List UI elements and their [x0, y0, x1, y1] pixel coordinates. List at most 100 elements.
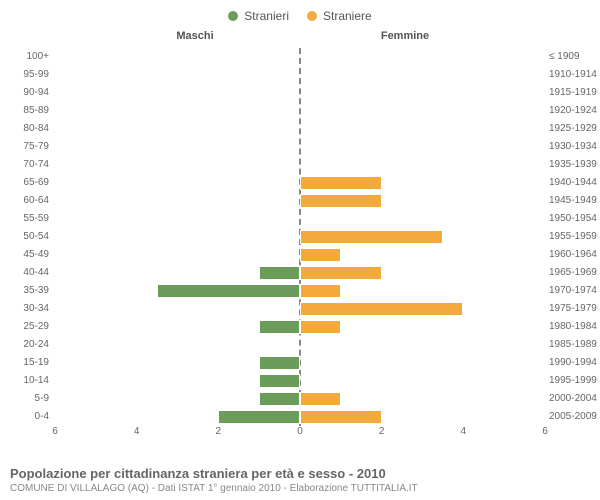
y-label-age: 25-29: [0, 318, 52, 336]
bar-row: [55, 102, 545, 120]
y-label-age: 85-89: [0, 102, 52, 120]
bar-male: [259, 320, 300, 334]
legend-swatch-female: [307, 11, 317, 21]
y-label-birth: 1965-1969: [546, 264, 600, 282]
footer-title: Popolazione per cittadinanza straniera p…: [10, 466, 590, 481]
bar-male: [259, 356, 300, 370]
bar-female: [300, 410, 382, 424]
bar-row: [55, 48, 545, 66]
y-label-birth: 2005-2009: [546, 408, 600, 426]
y-label-age: 20-24: [0, 336, 52, 354]
bar-male: [218, 410, 300, 424]
bar-male: [259, 374, 300, 388]
bar-female: [300, 320, 341, 334]
column-title-female: Femmine: [330, 30, 480, 42]
y-label-age: 90-94: [0, 84, 52, 102]
y-label-age: 30-34: [0, 300, 52, 318]
y-label-age: 80-84: [0, 120, 52, 138]
legend-swatch-male: [228, 11, 238, 21]
bar-row: [55, 156, 545, 174]
legend-label-female: Straniere: [323, 9, 372, 23]
bar-female: [300, 266, 382, 280]
y-label-birth: 1950-1954: [546, 210, 600, 228]
y-label-birth: 1955-1959: [546, 228, 600, 246]
y-label-birth: 1960-1964: [546, 246, 600, 264]
y-label-birth: 1985-1989: [546, 336, 600, 354]
y-label-age: 35-39: [0, 282, 52, 300]
y-label-birth: 1935-1939: [546, 156, 600, 174]
y-label-birth: 1910-1914: [546, 66, 600, 84]
y-label-birth: 1945-1949: [546, 192, 600, 210]
y-labels-birth: ≤ 19091910-19141915-19191920-19241925-19…: [546, 48, 600, 426]
y-label-birth: 2000-2004: [546, 390, 600, 408]
x-tick: 0: [297, 426, 303, 437]
bar-row: [55, 84, 545, 102]
bar-female: [300, 248, 341, 262]
y-label-age: 15-19: [0, 354, 52, 372]
y-label-birth: ≤ 1909: [546, 48, 600, 66]
bar-row: [55, 354, 545, 372]
bar-row: [55, 228, 545, 246]
plot-area: [55, 48, 545, 426]
bar-row: [55, 138, 545, 156]
bar-row: [55, 192, 545, 210]
bar-row: [55, 408, 545, 426]
bar-female: [300, 302, 463, 316]
footer: Popolazione per cittadinanza straniera p…: [10, 466, 590, 494]
y-label-birth: 1980-1984: [546, 318, 600, 336]
bar-row: [55, 210, 545, 228]
bar-female: [300, 194, 382, 208]
y-label-birth: 1925-1929: [546, 120, 600, 138]
bar-row: [55, 372, 545, 390]
bar-female: [300, 284, 341, 298]
y-label-age: 75-79: [0, 138, 52, 156]
y-label-age: 60-64: [0, 192, 52, 210]
x-tick: 2: [379, 426, 385, 437]
legend-item-female: Straniere: [307, 9, 372, 23]
y-label-age: 10-14: [0, 372, 52, 390]
y-label-birth: 1995-1999: [546, 372, 600, 390]
y-label-birth: 1930-1934: [546, 138, 600, 156]
y-label-age: 55-59: [0, 210, 52, 228]
x-tick: 4: [134, 426, 140, 437]
y-label-age: 40-44: [0, 264, 52, 282]
y-label-birth: 1970-1974: [546, 282, 600, 300]
bar-row: [55, 174, 545, 192]
column-title-male: Maschi: [120, 30, 270, 42]
y-label-age: 0-4: [0, 408, 52, 426]
y-label-birth: 1920-1924: [546, 102, 600, 120]
bar-row: [55, 318, 545, 336]
y-label-age: 70-74: [0, 156, 52, 174]
y-label-age: 95-99: [0, 66, 52, 84]
column-titles: Maschi Femmine: [0, 30, 600, 46]
population-pyramid-chart: Stranieri Straniere Maschi Femmine Fasce…: [0, 0, 600, 500]
x-tick: 6: [52, 426, 58, 437]
y-label-birth: 1940-1944: [546, 174, 600, 192]
y-label-birth: 1990-1994: [546, 354, 600, 372]
bar-row: [55, 246, 545, 264]
bar-row: [55, 390, 545, 408]
bar-female: [300, 392, 341, 406]
legend-label-male: Stranieri: [244, 9, 289, 23]
bar-row: [55, 120, 545, 138]
legend-item-male: Stranieri: [228, 9, 289, 23]
footer-subtitle: COMUNE DI VILLALAGO (AQ) - Dati ISTAT 1°…: [10, 483, 590, 494]
x-tick: 6: [542, 426, 548, 437]
y-label-age: 65-69: [0, 174, 52, 192]
y-label-age: 5-9: [0, 390, 52, 408]
bar-row: [55, 300, 545, 318]
legend: Stranieri Straniere: [0, 0, 600, 26]
x-tick: 2: [216, 426, 222, 437]
bar-female: [300, 176, 382, 190]
bar-male: [259, 266, 300, 280]
y-label-birth: 1915-1919: [546, 84, 600, 102]
bar-male: [259, 392, 300, 406]
y-label-age: 100+: [0, 48, 52, 66]
bar-row: [55, 66, 545, 84]
y-label-birth: 1975-1979: [546, 300, 600, 318]
y-labels-age: 100+95-9990-9485-8980-8475-7970-7465-696…: [0, 48, 52, 426]
bar-row: [55, 282, 545, 300]
bar-row: [55, 336, 545, 354]
bar-row: [55, 264, 545, 282]
x-axis: 6420246: [55, 426, 545, 440]
